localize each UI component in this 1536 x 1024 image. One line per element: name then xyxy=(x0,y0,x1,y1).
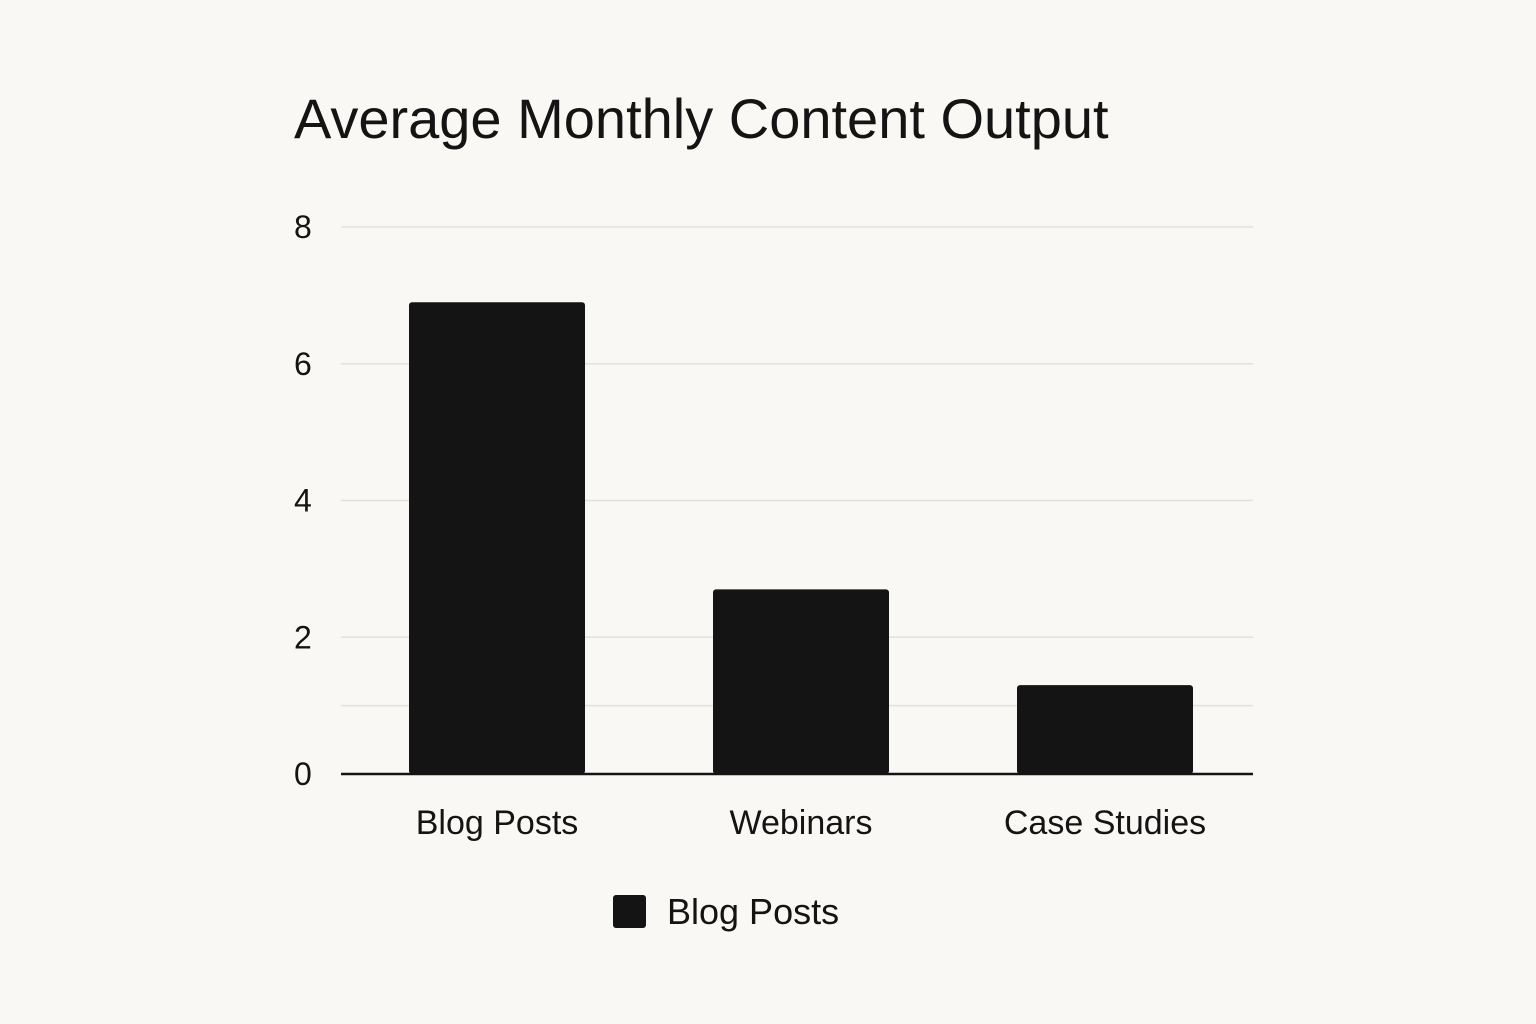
x-tick-label-1: Webinars xyxy=(730,804,873,842)
legend-swatch-0 xyxy=(613,895,646,928)
bar-webinars xyxy=(713,589,889,774)
bar-case-studies xyxy=(1017,685,1193,774)
x-tick-label-2: Case Studies xyxy=(1004,804,1206,842)
chart-title: Average Monthly Content Output xyxy=(294,87,1109,150)
y-axis-ticks: 0 2 4 6 8 xyxy=(294,209,312,792)
y-tick-label-1: 2 xyxy=(294,619,312,655)
legend: Blog Posts xyxy=(613,891,839,932)
y-tick-label-2: 4 xyxy=(294,483,312,519)
legend-label-0: Blog Posts xyxy=(667,891,839,932)
y-tick-label-4: 8 xyxy=(294,209,312,245)
y-tick-label-3: 6 xyxy=(294,346,312,382)
bars xyxy=(409,302,1193,774)
x-tick-label-0: Blog Posts xyxy=(416,804,579,842)
bar-blog-posts xyxy=(409,302,585,774)
x-axis-labels: Blog Posts Webinars Case Studies xyxy=(416,804,1206,842)
y-tick-label-0: 0 xyxy=(294,756,312,792)
